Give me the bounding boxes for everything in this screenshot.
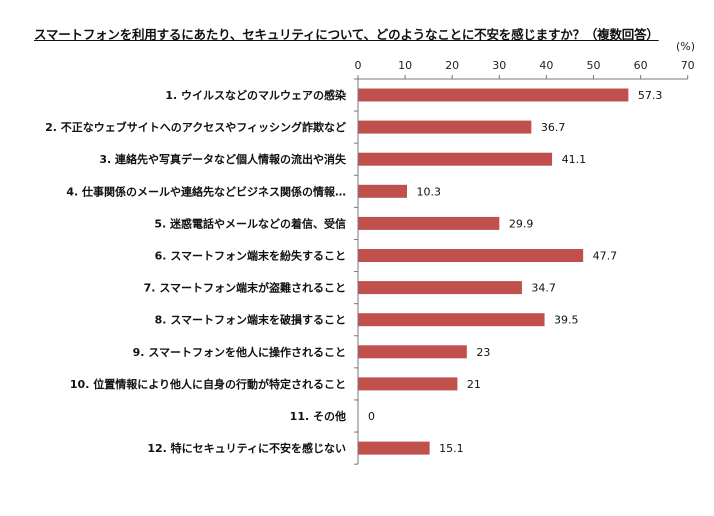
value-label: 39.5 <box>554 314 579 327</box>
category-label: 11. その他 <box>290 409 346 423</box>
bars-layer: 1. ウイルスなどのマルウェアの感染 57.3 2. 不正なウェブサイトへのアクセス… <box>45 88 662 455</box>
category-label: 9. スマートフォンを他人に操作されること <box>133 345 346 359</box>
value-label: 29.9 <box>509 217 533 230</box>
value-label: 47.7 <box>593 250 618 263</box>
bar <box>358 281 522 295</box>
value-label: 10.3 <box>417 185 442 198</box>
x-tick-label: 70 <box>681 59 695 72</box>
category-label: 8. スマートフォン端末を破損すること <box>155 313 346 327</box>
chart-title: スマートフォンを利用するにあたり、セキュリティについて、どのようなことに不安を感… <box>34 27 659 42</box>
category-label: 7. スマートフォン端末が盗難されること <box>144 281 346 295</box>
bar <box>358 377 458 391</box>
value-label: 23 <box>476 346 490 359</box>
category-label: 12. 特にセキュリティに不安を感じない <box>147 441 346 455</box>
value-label: 36.7 <box>541 121 566 134</box>
bar <box>358 249 584 262</box>
x-tick-label: 0 <box>355 59 362 72</box>
bar <box>358 152 553 166</box>
bar <box>358 184 408 198</box>
bar <box>358 120 532 134</box>
bar <box>358 88 629 102</box>
category-label: 6. スマートフォン端末を紛失すること <box>155 249 346 263</box>
value-label: 34.7 <box>531 282 556 295</box>
value-label: 21 <box>467 378 481 391</box>
x-tick-label: 10 <box>398 59 412 72</box>
category-label: 4. 仕事関係のメールや連絡先などビジネス関係の情報… <box>66 184 346 198</box>
x-tick-label: 50 <box>587 59 601 72</box>
category-label: 1. ウイルスなどのマルウェアの感染 <box>165 88 347 102</box>
value-label: 57.3 <box>638 89 663 102</box>
category-label: 2. 不正なウェブサイトへのアクセスやフィッシング詐欺など <box>45 120 346 134</box>
x-tick-label: 60 <box>634 59 648 72</box>
x-tick-label: 40 <box>539 59 553 72</box>
category-label: 3. 連絡先や写真データなど個人情報の流出や消失 <box>99 152 347 166</box>
value-label: 0 <box>368 410 375 423</box>
bar <box>358 345 467 359</box>
value-label: 41.1 <box>562 153 587 166</box>
x-tick-label: 20 <box>445 59 459 72</box>
category-label: 10. 位置情報により他人に自身の行動が特定されること <box>70 377 346 391</box>
bar <box>358 441 430 455</box>
value-label: 15.1 <box>439 442 464 455</box>
axis-layer: 0 10 20 30 40 50 60 70 <box>354 59 695 465</box>
bar <box>358 216 500 230</box>
category-label: 5. 迷惑電話やメールなどの着信、受信 <box>154 216 346 230</box>
unit-label: (%) <box>676 40 695 53</box>
x-tick-label: 30 <box>492 59 506 72</box>
bar <box>358 313 545 327</box>
